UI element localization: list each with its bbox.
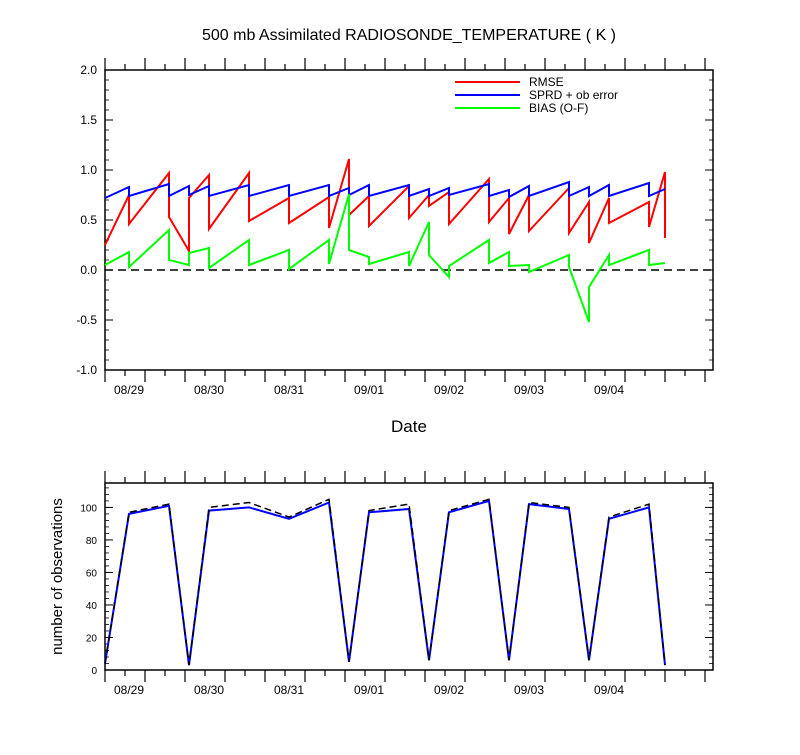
x-tick-label: 09/01 [354,383,384,397]
x-tick-label: 09/01 [354,683,384,697]
y-tick-label: -1.0 [76,363,97,377]
y-tick-label: 2.0 [80,63,97,77]
x-tick-label: 09/02 [434,683,464,697]
series-line-used [104,499,666,666]
y-tick-label: 20 [86,633,98,644]
series-line-rmse [104,158,666,255]
x-tick-label: 09/03 [514,383,544,397]
x-tick-label: 08/29 [114,383,144,397]
legend-label: BIAS (O-F) [529,101,588,115]
y-tick-label: 100 [80,503,97,514]
x-tick-label: 08/31 [274,383,304,397]
legend-label: SPRD + ob error [529,88,618,102]
y-tick-label: 80 [86,536,98,547]
x-tick-label: 09/04 [594,683,624,697]
y-tick-label: -0.5 [76,313,97,327]
y-tick-label: 60 [86,568,98,579]
x-tick-label: 08/31 [274,683,304,697]
bottom-plot: 0 20 40 60 80 100 08/29 08/30 08/31 09/01 09/02 09/… [49,471,714,697]
x-tick-label: 08/29 [114,683,144,697]
x-tick-label: 08/30 [194,383,224,397]
series-line-sprd-ob-error [104,180,666,199]
x-axis-label: Date [391,417,427,436]
y-tick-label: 0 [91,666,97,677]
y-tick-label: 1.5 [80,113,97,127]
y-tick-label: 0.0 [80,263,97,277]
y-tick-label: 1.0 [80,163,97,177]
series-line-total [104,498,666,666]
top-plot: -1.0 -0.5 0.0 0.5 1.0 1.5 2.0 08/29 08/30 08/31 09… [76,27,714,436]
series-line-bias-o-f [104,193,666,323]
plot-frame [104,482,714,671]
y-tick-label: 0.5 [80,213,97,227]
chart-title: 500 mb Assimilated RADIOSONDE_TEMPERATUR… [202,27,616,44]
x-tick-label: 09/02 [434,383,464,397]
y-tick-label: 40 [86,601,98,612]
x-tick-label: 08/30 [194,683,224,697]
x-tick-label: 09/03 [514,683,544,697]
legend-label: RMSE [529,75,564,89]
plot-frame [104,69,714,371]
x-tick-label: 09/04 [594,383,624,397]
y-axis-label: number of observations [49,498,66,655]
